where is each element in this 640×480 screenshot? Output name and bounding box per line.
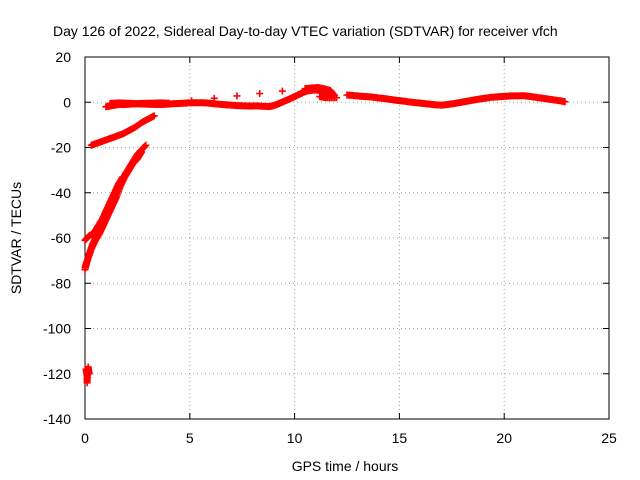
x-tick-label: 25 [601, 430, 617, 446]
grid-lines [85, 57, 609, 419]
x-tick-label: 10 [287, 430, 303, 446]
y-tick-label: -20 [51, 140, 71, 156]
y-tick-label: -140 [43, 411, 71, 427]
x-tick-label: 20 [496, 430, 512, 446]
y-tick-label: -40 [51, 185, 71, 201]
plot-frame [84, 56, 610, 420]
sdtvar-markers [81, 84, 569, 387]
x-tick-label: 0 [81, 430, 89, 446]
x-tick-label: 15 [392, 430, 408, 446]
y-tick-label: 0 [63, 94, 71, 110]
y-axis-label: SDTVAR / TECUs [8, 182, 24, 294]
chart-title: Day 126 of 2022, Sidereal Day-to-day VTE… [53, 23, 558, 39]
y-tick-label: -60 [51, 230, 71, 246]
y-tick-label: 20 [55, 49, 71, 65]
y-tick-label: -80 [51, 275, 71, 291]
x-axis-label: GPS time / hours [292, 458, 399, 474]
y-tick-label: -120 [43, 366, 71, 382]
x-tick-label: 5 [186, 430, 194, 446]
axis-ticks: 0 5 10 15 20 25 -140 -120 -100 -80 -60 -40 -20 0 20 [43, 49, 617, 446]
y-tick-label: -100 [43, 321, 71, 337]
data-points [81, 84, 569, 387]
